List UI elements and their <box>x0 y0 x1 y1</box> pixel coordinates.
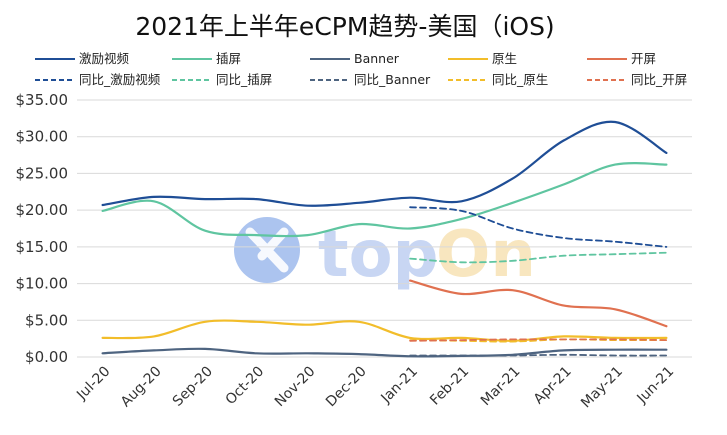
x-tick-label: Nov-20 <box>272 364 319 411</box>
x-tick-label: Apr-21 <box>531 364 575 408</box>
series-line-4 <box>409 279 668 328</box>
y-axis-ticks: $0.00 $5.00 $10.00 $15.00 $20.00 $25.00 $30.00… <box>16 91 69 366</box>
x-tick-label: Jan-21 <box>377 364 420 407</box>
y-tick-label: $10.00 <box>16 275 69 293</box>
x-tick-label: Jul-20 <box>73 364 113 404</box>
legend-label: 同比_激励视频 <box>79 72 161 87</box>
series-lines <box>101 120 668 358</box>
legend-label: 原生 <box>492 51 517 66</box>
series-line-1 <box>101 162 668 238</box>
x-tick-label: Feb-21 <box>427 364 472 409</box>
legend-label: 激励视频 <box>79 51 130 66</box>
y-tick-label: $15.00 <box>16 238 69 256</box>
x-tick-label: Oct-20 <box>223 364 268 409</box>
series-line-9 <box>409 338 668 342</box>
series-line-0 <box>101 120 668 207</box>
series-line-6 <box>409 251 668 264</box>
y-tick-label: $5.00 <box>25 311 68 329</box>
chart-title: 2021年上半年eCPM趋势-美国（iOS) <box>135 12 554 41</box>
x-tick-label: Aug-20 <box>118 364 165 411</box>
legend-label: 同比_Banner <box>354 72 431 87</box>
y-tick-label: $25.00 <box>16 164 69 182</box>
legend-label: Banner <box>354 51 400 66</box>
y-tick-label: $35.00 <box>16 91 69 109</box>
series-line-3 <box>101 319 668 342</box>
y-tick-label: $0.00 <box>25 348 68 366</box>
legend-label: 开屏 <box>631 51 656 66</box>
x-tick-label: Dec-20 <box>323 364 370 411</box>
x-axis-ticks: Jul-20 Aug-20 Sep-20 Oct-20 Nov-20 Dec-20 Jan-… <box>73 364 677 412</box>
x-tick-label: Sep-20 <box>170 364 216 410</box>
series-line-2 <box>101 347 668 358</box>
series-line-7 <box>409 353 668 357</box>
legend-label: 同比_开屏 <box>631 72 687 87</box>
y-tick-label: $30.00 <box>16 128 69 146</box>
series-line-5 <box>409 206 668 248</box>
watermark-text-top: top <box>318 218 438 292</box>
legend-label: 同比_插屏 <box>216 72 272 87</box>
legend-label: 同比_原生 <box>492 72 548 87</box>
legend-label: 插屏 <box>216 51 241 66</box>
x-tick-label: Mar-21 <box>478 364 524 410</box>
x-tick-label: May-21 <box>578 364 626 412</box>
x-tick-label: Jun-21 <box>634 364 678 408</box>
watermark-text-on: On <box>436 218 536 292</box>
y-tick-label: $20.00 <box>16 201 69 219</box>
